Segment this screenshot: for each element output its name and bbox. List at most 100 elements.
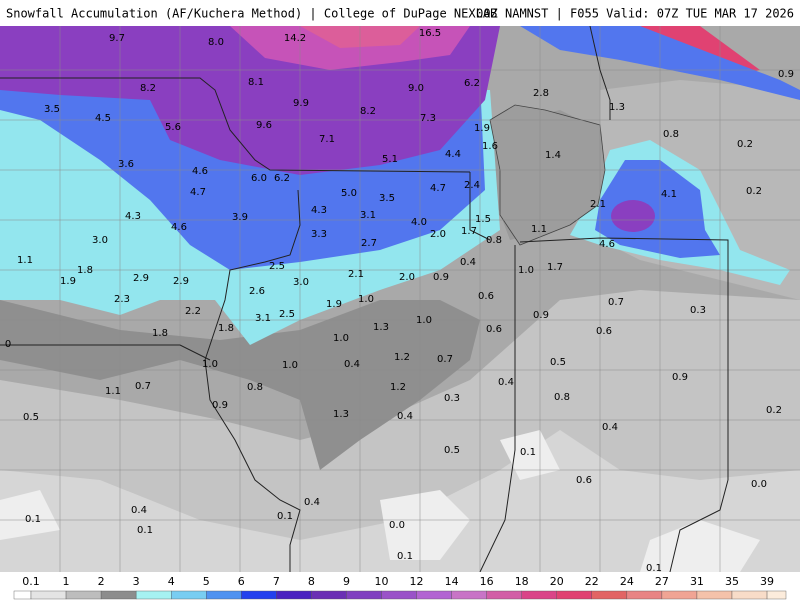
- snowfall-label: 1.3: [373, 322, 389, 333]
- colorbar-label: 27: [655, 575, 669, 588]
- colorbar-label: 12: [410, 575, 424, 588]
- snowfall-label: 6.0: [251, 173, 267, 184]
- colorbar-swatch: [241, 590, 277, 600]
- colorbar-swatch: [135, 590, 172, 600]
- colorbar-swatch: [100, 590, 137, 600]
- colorbar-swatch: [170, 590, 207, 600]
- snowfall-label: 8.2: [360, 106, 376, 117]
- snowfall-label: 1.0: [358, 294, 374, 305]
- snowfall-label: 0.2: [766, 405, 782, 416]
- snowfall-label: 0.8: [663, 129, 679, 140]
- snowfall-label: 4.3: [125, 211, 141, 222]
- colorbar-swatch: [591, 590, 628, 600]
- snowfall-label: 0.7: [437, 354, 453, 365]
- colorbar-label: 2: [98, 575, 105, 588]
- colorbar-label: 16: [480, 575, 494, 588]
- colorbar-label: 1: [63, 575, 70, 588]
- snowfall-label: 3.0: [293, 277, 309, 288]
- snowfall-label: 0.7: [135, 381, 151, 392]
- snowfall-label: 1.8: [77, 265, 93, 276]
- label-layer: 9.7 8.0 14.2 16.5 0.9 8.2 8.1 9.0 6.2 2.8 3.5 4.5 9.…: [5, 28, 794, 574]
- snowfall-label: 0.1: [397, 551, 413, 562]
- snowfall-label: 0.3: [690, 305, 706, 316]
- snowfall-label: 1.4: [545, 150, 561, 161]
- snowfall-label: 0.5: [23, 412, 39, 423]
- colorbar-label: 39: [760, 575, 774, 588]
- colorbar-swatch: [13, 590, 32, 600]
- colorbar-swatch: [381, 590, 417, 600]
- snowfall-label: 0.6: [596, 326, 612, 337]
- snowfall-label: 0.9: [672, 372, 688, 383]
- snowfall-label: 4.7: [430, 183, 446, 194]
- colorbar-swatch: [486, 590, 522, 600]
- snowfall-label: 1.0: [333, 333, 349, 344]
- colorbar-label: 9: [343, 575, 350, 588]
- snowfall-label: 2.7: [361, 238, 377, 249]
- colorbar: 0.1 1 2 3 4 5 6 7 8 9 10 12 14 16 18 20 22 24 27 31 35 39: [0, 572, 800, 600]
- colorbar-label: 6: [238, 575, 245, 588]
- colorbar-label: 0.1: [22, 575, 40, 588]
- snowfall-label: 1.7: [461, 226, 477, 237]
- snowfall-label: 0.1: [646, 563, 662, 574]
- snowfall-label: 0.6: [576, 475, 592, 486]
- snowfall-label: 2.3: [114, 294, 130, 305]
- snowfall-label: 0.8: [247, 382, 263, 393]
- snowfall-label: 4.0: [411, 217, 427, 228]
- colorbar-swatch: [30, 590, 67, 600]
- colorbar-swatch: [556, 590, 592, 600]
- snowfall-label: 1.0: [282, 360, 298, 371]
- snowfall-label: 16.5: [419, 28, 441, 39]
- snowfall-label: 2.9: [133, 273, 149, 284]
- snowfall-label: 1.9: [474, 123, 490, 134]
- snowfall-label: 0.1: [137, 525, 153, 536]
- colorbar-swatch: [766, 590, 787, 600]
- snowfall-label: 1.0: [202, 359, 218, 370]
- snowfall-label: 1.8: [152, 328, 168, 339]
- snowfall-label: 0.1: [277, 511, 293, 522]
- colorbar-label: 35: [725, 575, 739, 588]
- snowfall-label: 2.0: [430, 229, 446, 240]
- snowfall-label: 1.2: [390, 382, 406, 393]
- snowfall-label: 5.1: [382, 154, 398, 165]
- snowfall-label: 0.0: [389, 520, 405, 531]
- snowfall-label: 3.1: [360, 210, 376, 221]
- colorbar-swatch: [661, 590, 698, 600]
- colorbar-swatch: [311, 590, 347, 600]
- snowfall-label: 9.6: [256, 120, 272, 131]
- colorbar-label: 4: [168, 575, 175, 588]
- colorbar-label: 22: [585, 575, 599, 588]
- colorbar-label: 5: [203, 575, 210, 588]
- snowfall-label: 0.6: [478, 291, 494, 302]
- snowfall-label: 2.0: [399, 272, 415, 283]
- snowfall-label: 1.0: [416, 315, 432, 326]
- snowfall-label: 1.1: [105, 386, 121, 397]
- colorbar-swatch: [416, 590, 452, 600]
- colorbar-swatch: [346, 590, 382, 600]
- snowfall-label: 14.2: [284, 33, 306, 44]
- snowfall-label: 2.8: [533, 88, 549, 99]
- snowfall-label: 3.6: [118, 159, 134, 170]
- snowfall-label: 0.1: [25, 514, 41, 525]
- snowfall-label: 3.5: [44, 104, 60, 115]
- snowfall-label: 5.0: [341, 188, 357, 199]
- snowfall-label: 4.6: [599, 239, 615, 250]
- snowfall-label: 9.9: [293, 98, 309, 109]
- snowfall-label: 2.6: [249, 286, 265, 297]
- colorbar-swatch: [521, 590, 557, 600]
- snowfall-label: 0.7: [608, 297, 624, 308]
- colorbar-label: 8: [308, 575, 315, 588]
- snowfall-label: 4.5: [95, 113, 111, 124]
- snowfall-label: 0.5: [550, 357, 566, 368]
- snowfall-label: 7.3: [420, 113, 436, 124]
- snowfall-label: 0.4: [131, 505, 147, 516]
- colorbar-swatch: [276, 590, 312, 600]
- snowfall-label: 2.5: [269, 261, 285, 272]
- snowfall-label: 1.1: [17, 255, 33, 266]
- colorbar-label: 7: [273, 575, 280, 588]
- snowfall-label: 0.5: [444, 445, 460, 456]
- snowfall-label: 3.5: [379, 193, 395, 204]
- snowfall-label: 1.0: [518, 265, 534, 276]
- snowfall-label: 1.7: [547, 262, 563, 273]
- colorbar-swatch: [696, 590, 733, 600]
